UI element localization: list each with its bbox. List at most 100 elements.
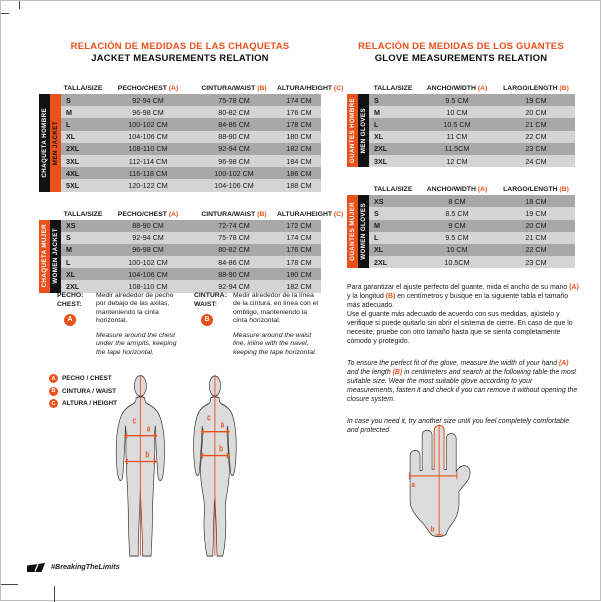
size-cell: 3XL <box>66 156 80 166</box>
length-cell: 19 CM <box>525 95 547 105</box>
waist-cell: 84-86 CM <box>218 119 250 129</box>
men-jacket-side-labels: CHAQUETA HOMBRE MEN JACKET <box>39 94 61 192</box>
table-row: M 96-98 CM 80-82 CM 176 CM <box>61 106 321 119</box>
jackets-section: RELACIÓN DE MEDIDAS DE LAS CHAQUETAS JAC… <box>39 41 344 305</box>
height-cell: 186 CM <box>286 168 312 178</box>
gloves-title-es: RELACIÓN DE MEDIDAS DE LOS GUANTES <box>358 41 564 52</box>
chest-cell: 88-90 CM <box>132 221 164 231</box>
waist-cell: 88-90 CM <box>218 132 250 142</box>
chest-cell: 100-102 CM <box>128 119 168 129</box>
glove-fitting-instructions: Para garantizar el ajuste perfecto del g… <box>347 284 579 436</box>
size-cell: 2XL <box>66 282 80 292</box>
svg-text:a: a <box>147 424 151 434</box>
table-row: L 100-102 CM 84-86 CM 178 CM <box>61 118 321 131</box>
svg-text:c: c <box>207 413 211 423</box>
chest-cell: 100-102 CM <box>128 257 168 267</box>
chest-cell: 104-106 CM <box>128 269 168 279</box>
size-cell: XL <box>66 269 76 279</box>
chest-cell: 116-118 CM <box>128 168 168 178</box>
badge-b: B <box>201 313 213 326</box>
height-cell: 176 CM <box>286 245 312 255</box>
height-cell: 174 CM <box>286 95 312 105</box>
size-cell: S <box>66 233 71 243</box>
width-cell: 12 CM <box>446 156 468 166</box>
crop-mark <box>1 13 9 14</box>
women-jacket-label-es-bar: CHAQUETA MUJER <box>39 219 50 293</box>
width-cell: 8 CM <box>448 196 466 206</box>
legend-label: PECHO / CHEST <box>62 375 112 382</box>
height-cell: 172 CM <box>286 221 312 231</box>
men-gloves-table: TALLA/SIZE ANCHO/WIDTH (A) LARGO/LENGTH … <box>347 78 575 168</box>
col-header-size: TALLA/SIZE <box>63 85 103 92</box>
table-row: 2XL 11.5CM 23 CM <box>369 142 575 155</box>
men-gloves-label-en-bar: MEN GLOVES <box>358 94 369 168</box>
size-cell: 3XL <box>374 156 388 166</box>
glove-instructions-en-2: In case you need it, try another size un… <box>347 417 570 434</box>
table-row: M 9 CM 20 CM <box>369 219 575 232</box>
size-cell: S <box>374 208 379 218</box>
table-row: S 92-94 CM 75-78 CM 174 CM <box>61 231 321 244</box>
col-header-size: TALLA/SIZE <box>373 186 413 194</box>
height-cell: 182 CM <box>286 282 312 292</box>
size-cell: L <box>66 257 71 267</box>
length-cell: 20 CM <box>525 107 547 117</box>
table-row: 2XL 108-110 CM 92-94 CM 182 CM <box>61 280 321 293</box>
col-header-width: ANCHO/WIDTH (A) <box>426 186 488 194</box>
table-row: 2XL 108-110 CM 92-94 CM 182 CM <box>61 142 321 155</box>
table-row: XL 10 CM 22 CM <box>369 243 575 257</box>
chest-guide: PECHO: CHEST: A Medir alrededor de pecho… <box>57 292 184 357</box>
size-cell: L <box>374 233 379 243</box>
measuring-guide: PECHO: CHEST: A Medir alrededor de pecho… <box>57 292 321 357</box>
waist-cell: 88-90 CM <box>218 269 250 279</box>
svg-text:b: b <box>145 449 149 459</box>
length-cell: 19 CM <box>525 208 547 218</box>
width-cell: 11 CM <box>446 132 468 142</box>
legend-item: C ALTURA / HEIGHT <box>49 399 117 408</box>
col-header-length: LARGO/LENGTH (B) <box>503 186 569 194</box>
size-cell: M <box>66 245 72 255</box>
chest-cell: 96-98 CM <box>132 245 164 255</box>
body-measurement-diagram: c a b c a b <box>115 374 237 557</box>
waist-cell: 104-106 CM <box>214 180 254 190</box>
height-cell: 184 CM <box>286 156 312 166</box>
table-header: TALLA/SIZE PECHO/CHEST (A) CINTURA/WAIST… <box>61 78 344 94</box>
table-row: S 8.5 CM 19 CM <box>369 207 575 220</box>
waist-cell: 84-86 CM <box>218 257 250 267</box>
gloves-section: RELACIÓN DE MEDIDAS DE LOS GUANTES GLOVE… <box>347 41 575 280</box>
size-cell: XL <box>66 132 76 142</box>
col-header-waist: CINTURA/WAIST (B) <box>201 85 267 92</box>
women-gloves-side-labels: GUANTES MUJER WOMEN GLOVES <box>347 195 369 269</box>
width-cell: 10.5 CM <box>443 119 471 129</box>
width-cell: 9.5 CM <box>445 233 469 243</box>
size-cell: L <box>374 119 379 129</box>
svg-text:b: b <box>219 444 223 454</box>
women-gloves-table: TALLA/SIZE ANCHO/WIDTH (A) LARGO/LENGTH … <box>347 179 575 269</box>
jackets-title-en: JACKET MEASUREMENTS RELATION <box>91 53 269 64</box>
length-cell: 21 CM <box>525 233 547 243</box>
measurement-legend: A PECHO / CHEST B CINTURA / WAIST C ALTU… <box>49 374 117 412</box>
col-header-length: LARGO/LENGTH (B) <box>503 85 569 92</box>
size-cell: 2XL <box>374 257 388 267</box>
svg-text:c: c <box>133 416 137 426</box>
size-cell: 4XL <box>66 168 80 178</box>
height-cell: 180 CM <box>286 269 312 279</box>
size-cell: XS <box>66 221 76 231</box>
table-row: XS 88-90 CM 72-74 CM 172 CM <box>61 219 321 232</box>
height-cell: 174 CM <box>286 233 312 243</box>
chest-cell: 120-122 CM <box>128 180 168 190</box>
size-cell: 2XL <box>66 144 80 154</box>
svg-text:a: a <box>412 481 416 489</box>
width-cell: 10 CM <box>446 107 468 117</box>
crop-mark <box>54 586 55 602</box>
glove-instructions-es-2: Use el guante más adecuado de acuerdo co… <box>347 310 573 345</box>
chest-cell: 108-110 CM <box>128 282 168 292</box>
length-cell: 18 CM <box>525 196 547 206</box>
waist-cell: 72-74 CM <box>218 221 250 231</box>
table-row: L 100-102 CM 84-86 CM 178 CM <box>61 256 321 269</box>
length-cell: 23 CM <box>525 144 547 154</box>
svg-text:a: a <box>221 420 225 430</box>
chest-cell: 104-106 CM <box>128 132 168 142</box>
waist-text-en: Measure around the waist line, inline wi… <box>233 331 317 356</box>
width-cell: 9 CM <box>448 221 466 231</box>
width-cell: 9.5 CM <box>445 95 469 105</box>
